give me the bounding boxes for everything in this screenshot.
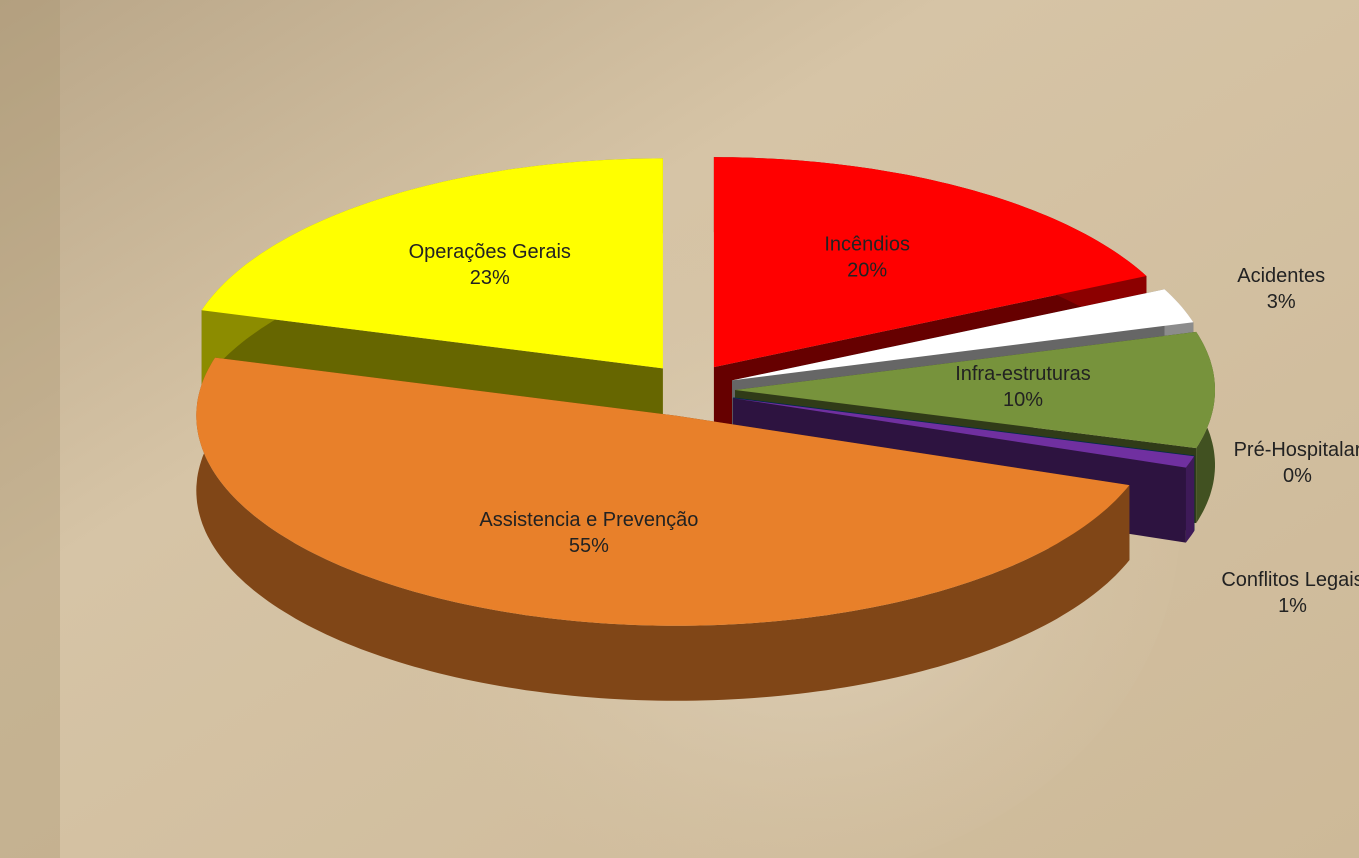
value-label: 3% bbox=[1267, 291, 1296, 313]
pie-slice bbox=[732, 398, 1195, 468]
slice-label: Acidentes 3% bbox=[1237, 265, 1325, 313]
pie-slice bbox=[735, 331, 1215, 449]
category-label: Infra-estruturas bbox=[955, 363, 1091, 385]
category-label: Acidentes bbox=[1237, 265, 1325, 287]
category-label: Pré-Hospitalar bbox=[1234, 439, 1359, 461]
value-label: 0% bbox=[1283, 465, 1312, 487]
slice-label: Operações Gerais 23% bbox=[409, 241, 571, 289]
background-shade bbox=[0, 0, 60, 858]
pie-slice bbox=[732, 289, 1194, 381]
slice-side bbox=[196, 357, 1130, 701]
value-label: 23% bbox=[470, 267, 510, 289]
category-label: Incêndios bbox=[824, 233, 910, 255]
value-label: 55% bbox=[569, 535, 609, 557]
pie-slice bbox=[733, 397, 1195, 456]
value-label: 20% bbox=[847, 259, 887, 281]
category-label: Conflitos Legais bbox=[1221, 569, 1359, 591]
pie-slice bbox=[713, 157, 1147, 368]
slice-label: Pré-Hospitalar 0% bbox=[1234, 439, 1359, 487]
category-label: Assistencia e Prevenção bbox=[479, 509, 698, 531]
category-label: Operações Gerais bbox=[409, 241, 571, 263]
pie-slice bbox=[196, 357, 1130, 626]
slice-label: Assistencia e Prevenção 55% bbox=[479, 509, 698, 557]
value-label: 10% bbox=[1003, 389, 1043, 411]
value-label: 1% bbox=[1278, 595, 1307, 617]
slice-label: Conflitos Legais 1% bbox=[1221, 569, 1359, 617]
pie-slice bbox=[201, 158, 663, 369]
slice-label: Infra-estruturas 10% bbox=[955, 363, 1091, 411]
slice-side bbox=[1185, 456, 1195, 543]
slice-label: Incêndios 20% bbox=[824, 233, 910, 281]
